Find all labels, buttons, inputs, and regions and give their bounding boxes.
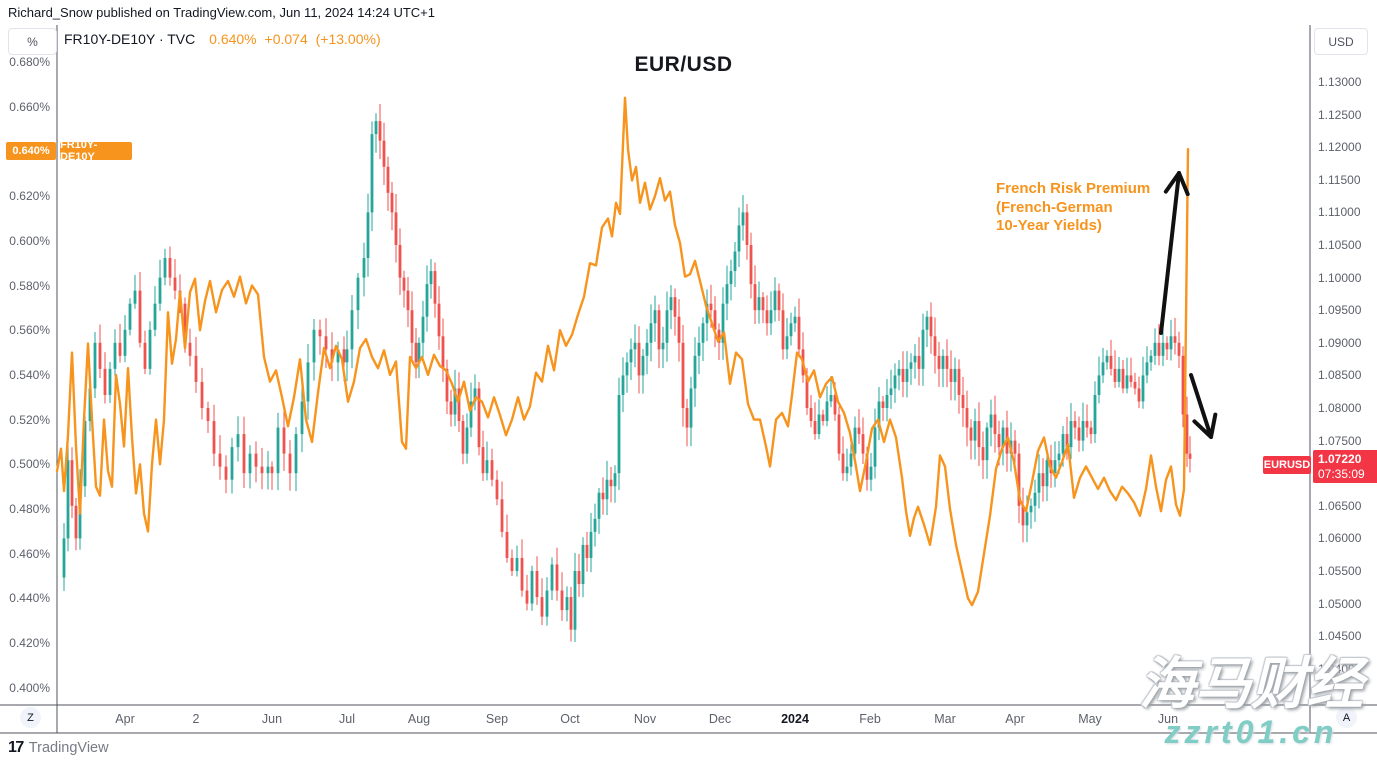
right-axis-tick: 1.12000: [1318, 140, 1362, 155]
left-axis-tick: 0.580%: [9, 278, 50, 293]
right-axis-tick: 1.06500: [1318, 498, 1362, 513]
left-axis-tick: 0.500%: [9, 457, 50, 472]
percent-scale-button[interactable]: %: [8, 28, 57, 55]
legend-change: +0.074: [264, 31, 308, 47]
right-axis-tick: 1.11000: [1318, 205, 1361, 220]
time-axis-tick: May: [1078, 712, 1102, 726]
right-axis-tick: 1.04000: [1318, 661, 1362, 676]
left-axis-tick: 0.440%: [9, 591, 50, 606]
left-axis-tick: 0.620%: [9, 189, 50, 204]
tradingview-brand-label: TradingView: [28, 740, 109, 756]
left-axis-tick: 0.600%: [9, 233, 50, 248]
annotation-text: French Risk Premium (French-German 10-Ye…: [996, 180, 1151, 234]
eurusd-series-flag: EURUSD: [1263, 456, 1311, 474]
right-axis-tick: 1.05500: [1318, 564, 1362, 578]
publish-byline: Richard_Snow published on TradingView.co…: [8, 5, 435, 20]
time-axis-tick: Apr: [115, 712, 135, 726]
eurusd-axis-price-label: 1.07220 07:35:09: [1313, 450, 1377, 483]
eurusd-last-price: 1.07220: [1318, 451, 1362, 466]
time-axis-tick: Dec: [708, 712, 732, 726]
right-axis-tick: 1.09500: [1318, 303, 1362, 318]
right-axis-tick: 1.10500: [1318, 238, 1362, 252]
right-axis-tick: 1.13000: [1318, 75, 1362, 89]
right-axis-tick: 1.07500: [1318, 433, 1362, 448]
time-axis-tick: Jul: [339, 712, 355, 726]
time-axis-tick: Nov: [633, 712, 657, 726]
right-axis-tick: 1.06000: [1318, 531, 1362, 546]
time-axis-tick: Sep: [485, 712, 509, 726]
timezone-button[interactable]: Z: [20, 707, 41, 728]
left-axis-tick: 0.400%: [9, 680, 50, 695]
page-title: EUR/USD: [634, 53, 733, 76]
time-axis-tick: 2: [192, 712, 200, 726]
usd-scale-button[interactable]: USD: [1314, 28, 1368, 55]
time-axis-tick: 2024: [781, 712, 809, 726]
right-axis-tick: 1.08000: [1318, 401, 1362, 415]
time-axis-tick: Mar: [934, 712, 956, 726]
tradingview-logo-icon: 17: [8, 739, 24, 756]
left-axis-tick: 0.560%: [9, 323, 50, 338]
time-axis-tick: Jun: [1157, 712, 1179, 726]
time-axis-tick: Feb: [859, 712, 881, 726]
tradingview-footer-link[interactable]: 17 TradingView: [8, 739, 109, 757]
right-axis-tick: 1.10000: [1318, 270, 1362, 285]
legend-last-value: 0.640%: [209, 31, 257, 47]
right-axis-tick: 1.05000: [1318, 596, 1362, 611]
left-axis-tick: 0.460%: [9, 546, 50, 561]
spread-series-flag: FR10Y-DE10Y: [60, 139, 132, 163]
right-axis-tick: 1.08500: [1318, 368, 1362, 383]
left-axis-tick: 0.480%: [9, 502, 50, 516]
right-axis-tick: 1.11500: [1318, 172, 1361, 187]
time-axis-tick: Jun: [261, 712, 283, 726]
left-axis-tick: 0.660%: [9, 99, 50, 114]
time-axis-tick: Oct: [560, 712, 580, 726]
legend-symbol: FR10Y-DE10Y · TVC: [64, 31, 196, 47]
symbol-legend[interactable]: FR10Y-DE10Y · TVC 0.640% +0.074 (+13.00%…: [64, 31, 381, 47]
time-axis-tick: Apr: [1005, 712, 1025, 726]
right-axis-tick: 1.04500: [1318, 629, 1362, 644]
legend-change-pct: (+13.00%): [315, 31, 381, 47]
time-axis-tick: Aug: [407, 712, 431, 726]
spread-axis-price-label: 0.640%: [6, 142, 56, 160]
auto-scale-button[interactable]: A: [1336, 707, 1357, 728]
left-axis-tick: 0.520%: [9, 412, 50, 427]
eurusd-bar-countdown: 07:35:09: [1318, 466, 1365, 481]
right-axis-tick: 1.09000: [1318, 335, 1362, 350]
left-axis-tick: 0.680%: [9, 55, 50, 69]
left-axis-tick: 0.540%: [9, 367, 50, 382]
right-axis-tick: 1.12500: [1318, 107, 1362, 122]
left-axis-tick: 0.420%: [9, 636, 50, 651]
